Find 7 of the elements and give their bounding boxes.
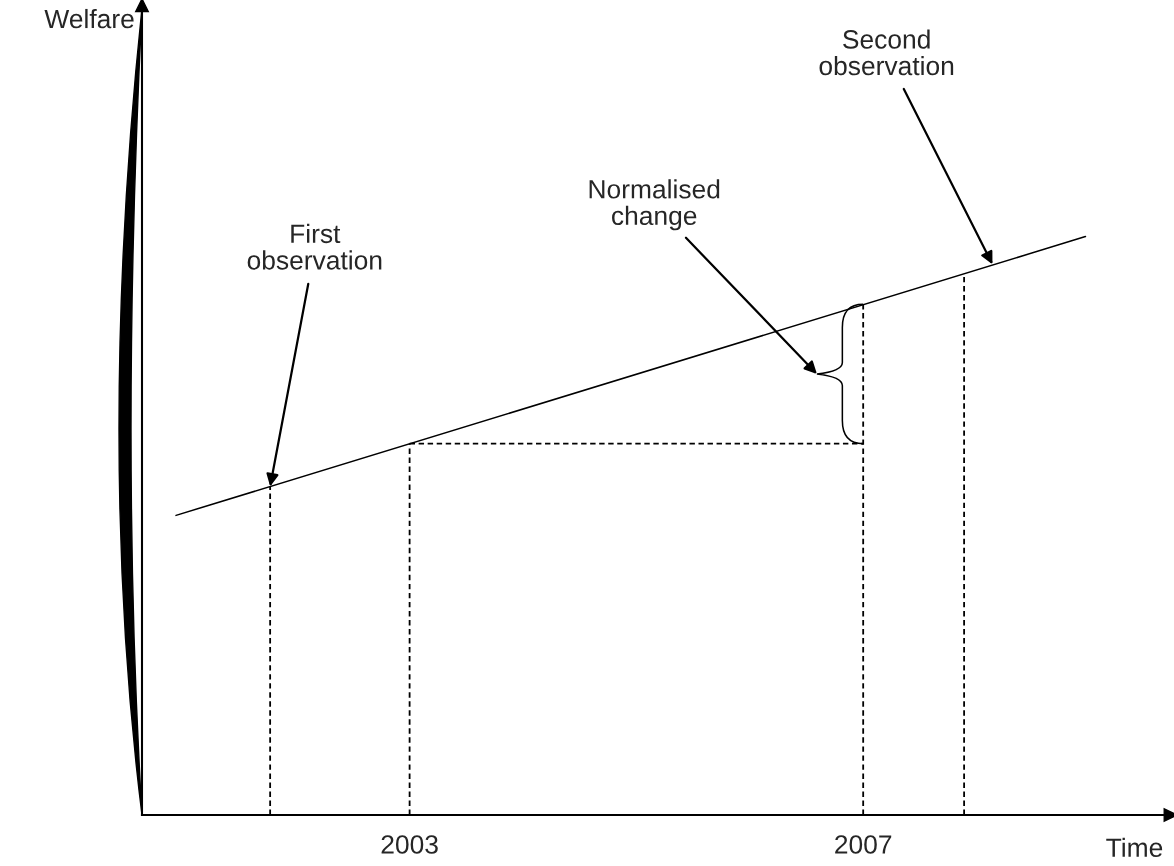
x-axis-title: Time [1106,837,1163,858]
text: Welfare [44,8,134,29]
x-tick-label: 2007 [835,835,892,854]
text: Normalised change [589,179,720,231]
annotation: First observation [247,223,382,270]
annotation: Second observation [819,29,954,76]
x-tick-label: 2003 [381,835,438,854]
